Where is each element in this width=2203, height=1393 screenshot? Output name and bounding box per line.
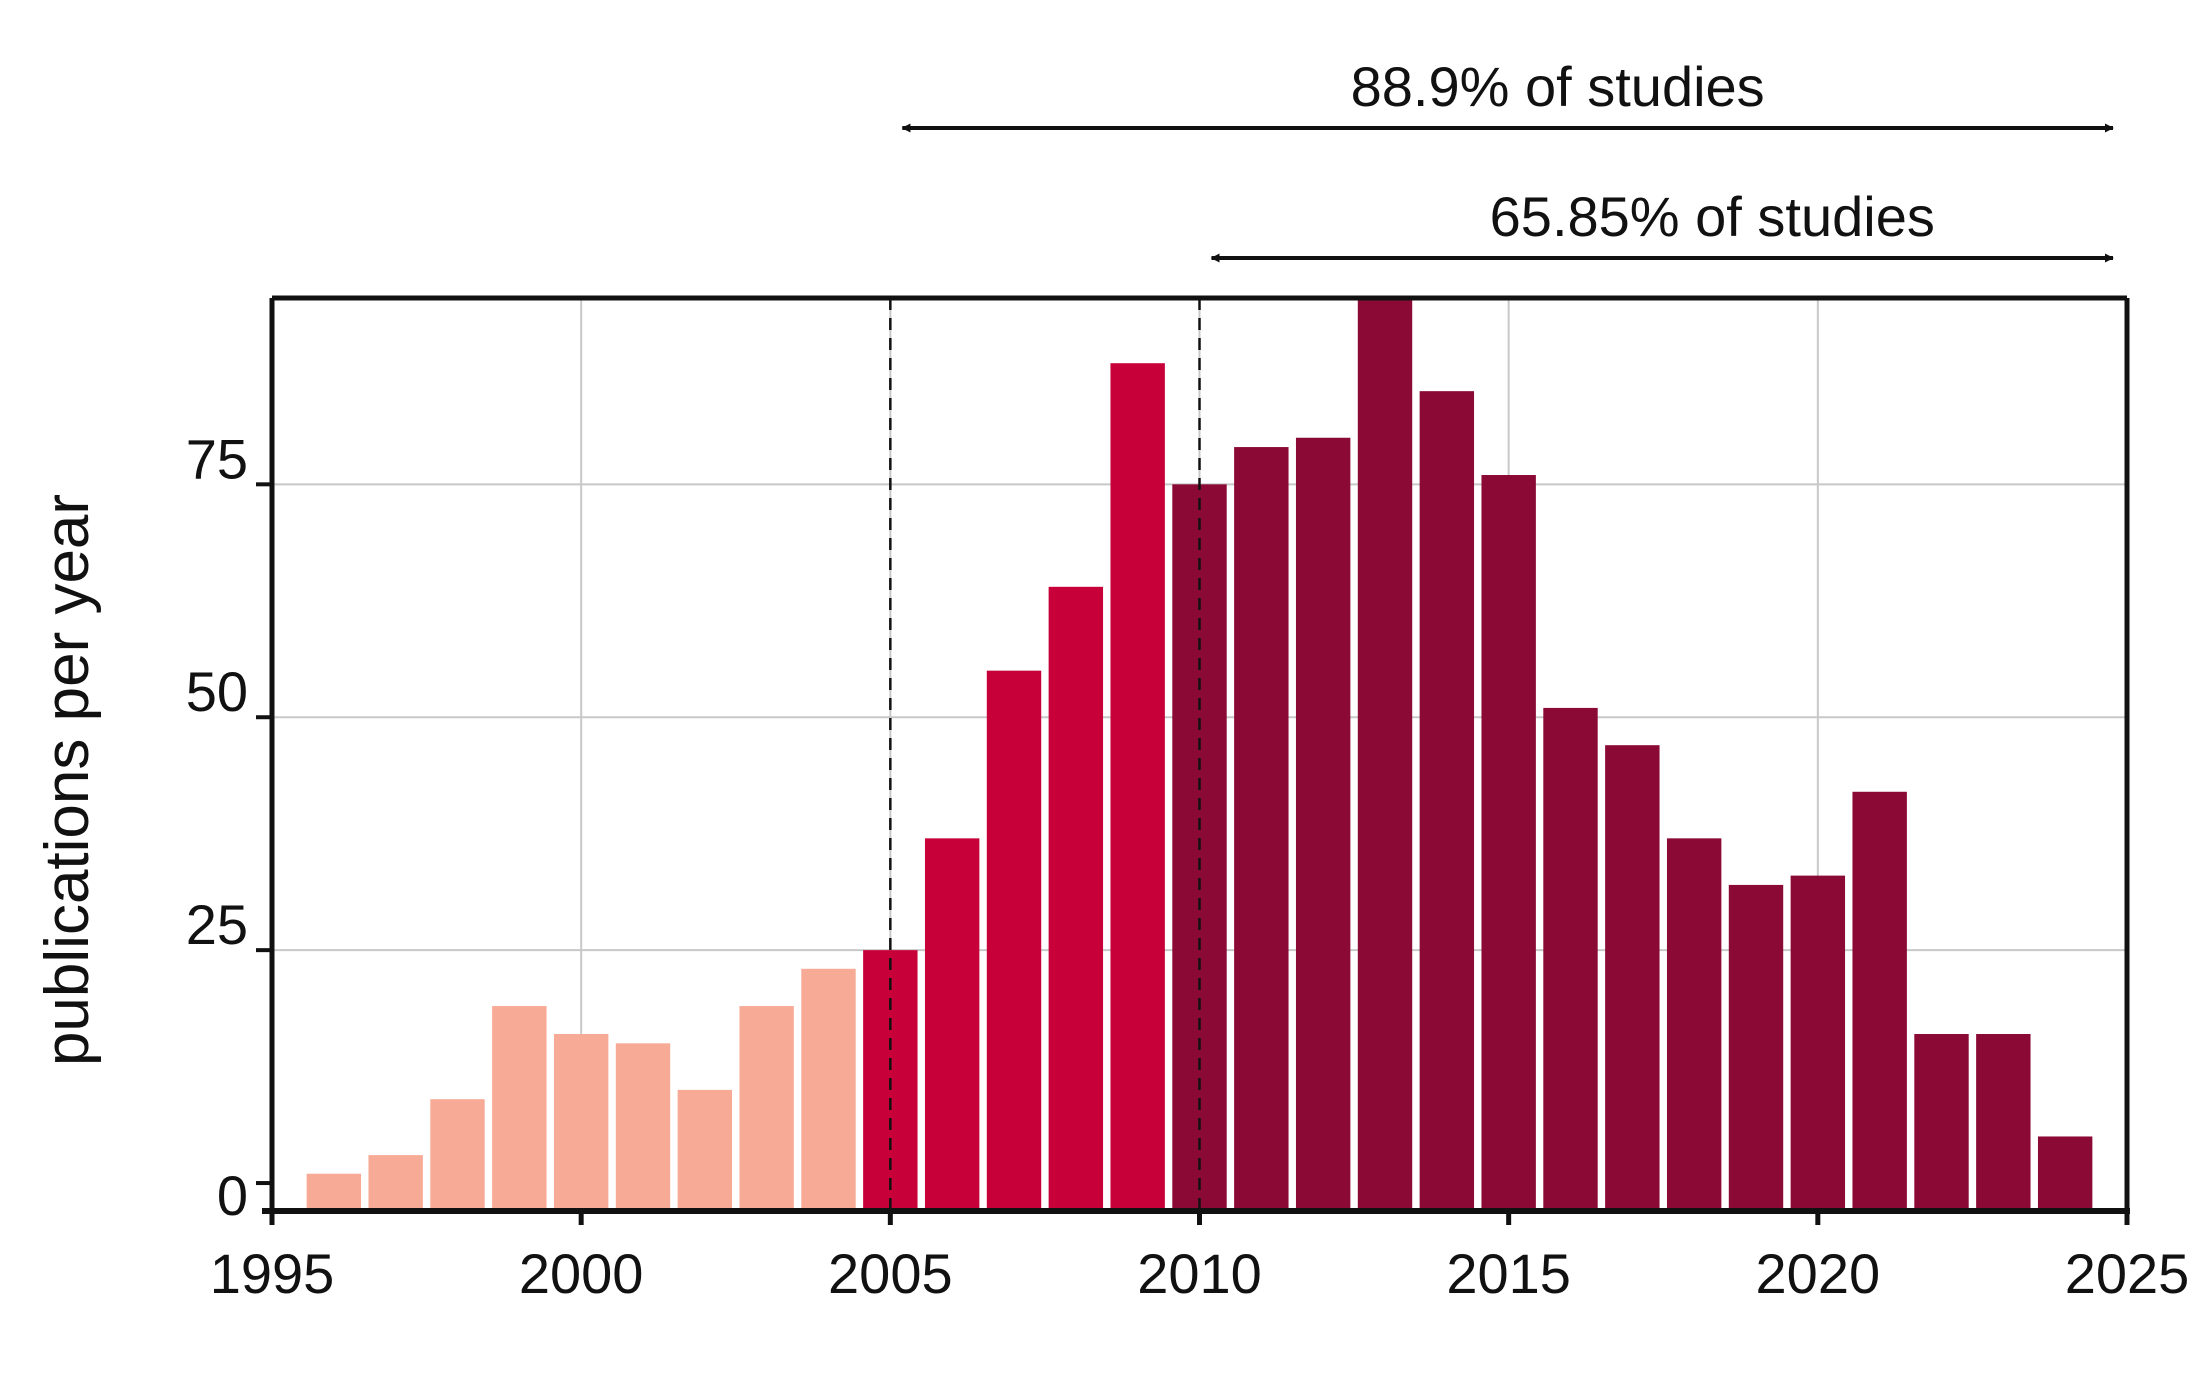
x-tick-label: 2015 [1446,1242,1571,1305]
bar-2006 [924,838,980,1211]
bar-2009 [1110,363,1165,1211]
x-tick-label: 1995 [210,1242,335,1305]
bars [306,298,2093,1212]
bar-2017 [1605,745,1660,1211]
bar-2000 [553,1033,609,1211]
bar-2004 [801,968,856,1211]
bar-2011 [1234,447,1289,1211]
plot-frame [262,295,2130,1214]
annotation-label: 88.9% of studies [1351,55,1765,118]
bar-2013 [1357,298,1413,1211]
bar-2014 [1419,391,1475,1211]
bar-2020 [1790,875,1846,1211]
bar-2019 [1728,884,1784,1211]
y-axis-title: publications per year [33,494,102,1066]
y-tick-label: 50 [186,660,248,723]
annotation-label: 65.85% of studies [1490,185,1935,248]
y-tick-label: 0 [217,1164,248,1227]
bar-2002 [677,1089,733,1211]
annotations: 88.9% of studies 65.85% of studies [901,55,2114,263]
bar-2003 [739,1006,794,1211]
bar-1999 [492,1006,547,1211]
bar-2012 [1295,437,1351,1212]
x-tick-label: 2000 [519,1242,644,1305]
bar-2022 [1914,1033,1969,1211]
bar-2007 [986,670,1042,1211]
bar-1996 [306,1173,362,1211]
y-tick-label: 25 [186,893,248,956]
bar-2018 [1666,838,1722,1211]
x-tick-label: 2020 [1756,1242,1881,1305]
bar-2015 [1481,475,1536,1211]
reference-lines [889,298,1201,1211]
bar-2021 [1852,791,1907,1211]
x-tick-label: 2010 [1137,1242,1262,1305]
axis-ticks: 1995 2000 2005 2010 2015 2020 2025 0 25 50 75 [186,427,2190,1305]
bar-2016 [1543,707,1598,1211]
bar-1998 [430,1099,485,1211]
bar-2001 [615,1043,671,1211]
bar-1997 [368,1155,423,1211]
bar-2008 [1048,586,1104,1211]
y-tick-label: 75 [186,427,248,490]
bar-2024 [2037,1136,2093,1211]
bar-2023 [1976,1033,2031,1211]
x-tick-label: 2025 [2065,1242,2190,1305]
x-tick-label: 2005 [828,1242,953,1305]
